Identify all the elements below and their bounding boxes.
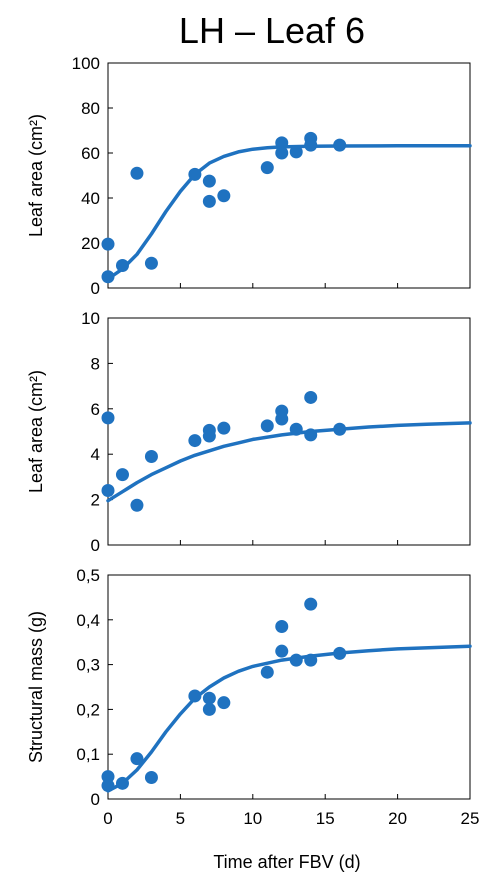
data-point [275,620,289,634]
x-tick-label: 0 [103,809,112,828]
plot-frame [107,62,471,289]
data-point [115,776,129,790]
data-point [333,422,347,436]
data-point [202,429,216,443]
plot-frame [107,317,471,546]
x-tick-label: 20 [388,809,407,828]
data-point [144,449,158,463]
data-point [130,498,144,512]
data-point [275,136,289,150]
y-tick-label: 0,2 [76,700,100,719]
data-point [217,189,231,203]
data-point [260,161,274,175]
y-tick-label: 60 [81,144,100,163]
data-point [217,421,231,435]
y-tick-label: 4 [91,445,100,464]
y-tick-label: 100 [72,54,100,73]
y-tick-label: 0,4 [76,611,100,630]
data-point [202,194,216,208]
data-point [101,770,115,784]
data-point [333,646,347,660]
panel-bottom-structural-mass: 0 5 10 15 20 25 0 0,1 0,2 0,3 0,4 0,5 Structural mas… [26,566,479,828]
y-tick-label: 0,1 [76,745,100,764]
data-point [304,653,318,667]
y-axis-label: Leaf area (cm²) [26,370,46,493]
data-point [202,702,216,716]
y-tick-label: 20 [81,234,100,253]
fit-line [106,421,472,503]
y-tick-label: 6 [91,400,100,419]
data-point [101,237,115,251]
data-point [333,138,347,152]
data-point [275,412,289,426]
x-tick-label: 15 [316,809,335,828]
y-tick-label: 0 [91,279,100,298]
data-point [304,138,318,152]
y-tick-label: 0,5 [76,566,100,585]
data-point [101,270,115,284]
data-point [289,653,303,667]
y-tick-label: 10 [81,309,100,328]
y-tick-label: 0 [91,790,100,809]
data-point [188,167,202,181]
fit-line [106,644,472,793]
fit-line [106,144,472,281]
data-point [304,390,318,404]
y-tick-label: 8 [91,354,100,373]
data-point [144,770,158,784]
data-point [202,691,216,705]
x-axis-label: Time after FBV (d) [213,852,360,872]
panel-top-leaf-area: 0 20 40 60 80 100 Leaf area (cm²) [26,54,472,298]
data-point [130,752,144,766]
data-point [101,779,115,793]
plot-frame [107,574,471,800]
y-tick-label: 80 [81,99,100,118]
data-point [260,419,274,433]
data-point [188,689,202,703]
y-axis-label: Leaf area (cm²) [26,114,46,237]
data-point [101,411,115,425]
data-point [289,422,303,436]
y-tick-label: 2 [91,491,100,510]
x-tick-label: 5 [176,809,185,828]
data-point [144,256,158,270]
data-point [260,665,274,679]
data-point [275,644,289,658]
x-tick-label: 25 [461,809,480,828]
data-point [202,174,216,188]
data-point [115,468,129,482]
data-point [101,484,115,498]
data-point [188,434,202,448]
data-point [304,428,318,442]
data-point [115,259,129,272]
data-point [304,597,318,611]
y-tick-label: 0,3 [76,656,100,675]
y-tick-label: 40 [81,189,100,208]
panel-middle-leaf-area: 0 2 4 6 8 10 Leaf area (cm²) [26,309,472,555]
data-point [217,696,231,710]
chart-title: LH – Leaf 6 [179,10,365,51]
y-tick-label: 0 [91,536,100,555]
y-axis-label: Structural mass (g) [26,611,46,763]
x-tick-label: 10 [243,809,262,828]
data-point [289,145,303,159]
data-point [275,146,289,160]
data-point [130,166,144,180]
